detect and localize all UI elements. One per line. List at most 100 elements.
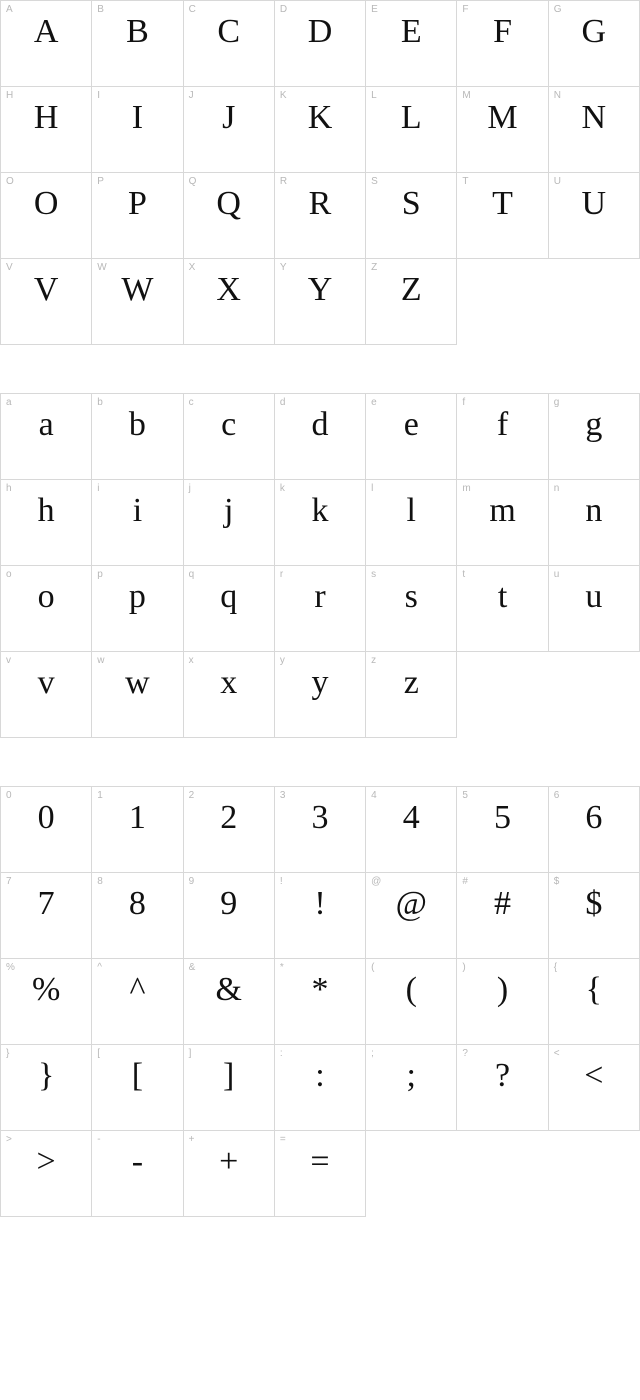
glyph-cell-label: F bbox=[462, 5, 468, 15]
glyph-cell-label: 6 bbox=[554, 791, 560, 801]
glyph-cell: AA bbox=[1, 1, 92, 87]
glyph-cell: %% bbox=[1, 959, 92, 1045]
glyph-cell-glyph: o bbox=[38, 580, 55, 614]
glyph-cell-glyph: ; bbox=[407, 1059, 416, 1093]
glyph-cell-glyph: ? bbox=[495, 1059, 510, 1093]
glyph-cell-glyph: < bbox=[584, 1059, 603, 1093]
glyph-cell-glyph: X bbox=[216, 273, 241, 307]
glyph-cell: SS bbox=[366, 173, 457, 259]
glyph-cell-glyph: Y bbox=[308, 273, 333, 307]
glyph-cell-label: $ bbox=[554, 877, 560, 887]
glyph-cell-glyph: N bbox=[582, 101, 607, 135]
glyph-section-lowercase: aabbccddeeffgghhiijjkkllmmnnooppqqrrsstt… bbox=[0, 393, 640, 738]
glyph-cell-label: > bbox=[6, 1135, 12, 1145]
glyph-cell-glyph: { bbox=[586, 973, 602, 1007]
glyph-cell-label: & bbox=[189, 963, 196, 973]
glyph-cell-glyph: n bbox=[585, 494, 602, 528]
glyph-cell: QQ bbox=[184, 173, 275, 259]
glyph-cell: TT bbox=[457, 173, 548, 259]
glyph-cell: hh bbox=[1, 480, 92, 566]
glyph-cell: >> bbox=[1, 1131, 92, 1217]
glyph-cell: 44 bbox=[366, 787, 457, 873]
glyph-cell: jj bbox=[184, 480, 275, 566]
glyph-cell: RR bbox=[275, 173, 366, 259]
glyph-cell-label: P bbox=[97, 177, 104, 187]
glyph-cell-label: M bbox=[462, 91, 470, 101]
glyph-cell-glyph: p bbox=[129, 580, 146, 614]
glyph-cell: UU bbox=[549, 173, 640, 259]
glyph-cell-label: D bbox=[280, 5, 287, 15]
glyph-cell-glyph: G bbox=[582, 15, 607, 49]
glyph-cell: cc bbox=[184, 394, 275, 480]
glyph-cell-label: v bbox=[6, 656, 11, 666]
glyph-cell-glyph: I bbox=[132, 101, 143, 135]
glyph-cell-label: p bbox=[97, 570, 103, 580]
glyph-cell-label: L bbox=[371, 91, 377, 101]
glyph-cell-label: H bbox=[6, 91, 13, 101]
glyph-cell-glyph: 0 bbox=[38, 801, 55, 835]
glyph-cell: {{ bbox=[549, 959, 640, 1045]
glyph-cell-glyph: O bbox=[34, 187, 59, 221]
glyph-cell: nn bbox=[549, 480, 640, 566]
glyph-cell: yy bbox=[275, 652, 366, 738]
glyph-cell-label: O bbox=[6, 177, 14, 187]
glyph-cell-label: Y bbox=[280, 263, 287, 273]
glyph-cell-label: g bbox=[554, 398, 560, 408]
glyph-cell-glyph: R bbox=[309, 187, 332, 221]
glyph-cell-label: ; bbox=[371, 1049, 374, 1059]
glyph-cell: 11 bbox=[92, 787, 183, 873]
glyph-cell-glyph: K bbox=[308, 101, 333, 135]
glyph-cell-label: S bbox=[371, 177, 378, 187]
glyph-cell: @@ bbox=[366, 873, 457, 959]
glyph-cell-glyph: u bbox=[585, 580, 602, 614]
glyph-cell: gg bbox=[549, 394, 640, 480]
glyph-cell-glyph: M bbox=[487, 101, 517, 135]
glyph-cell: ee bbox=[366, 394, 457, 480]
glyph-cell: 99 bbox=[184, 873, 275, 959]
glyph-cell-glyph: 8 bbox=[129, 887, 146, 921]
glyph-cell-label: 7 bbox=[6, 877, 12, 887]
glyph-cell: !! bbox=[275, 873, 366, 959]
glyph-cell-label: d bbox=[280, 398, 286, 408]
glyph-cell-label: c bbox=[189, 398, 194, 408]
glyph-cell-label: B bbox=[97, 5, 104, 15]
glyph-cell-label: w bbox=[97, 656, 104, 666]
glyph-cell: bb bbox=[92, 394, 183, 480]
glyph-cell-label: } bbox=[6, 1049, 9, 1059]
glyph-cell-label: % bbox=[6, 963, 15, 973]
glyph-cell-glyph: T bbox=[492, 187, 513, 221]
glyph-cell-glyph: & bbox=[215, 973, 241, 1007]
glyph-cell-label: I bbox=[97, 91, 100, 101]
glyph-cell: ?? bbox=[457, 1045, 548, 1131]
glyph-cell-glyph: e bbox=[404, 408, 419, 442]
glyph-cell-glyph: 4 bbox=[403, 801, 420, 835]
glyph-cell-label: < bbox=[554, 1049, 560, 1059]
glyph-cell-glyph: @ bbox=[396, 887, 427, 921]
glyph-cell-glyph: # bbox=[494, 887, 511, 921]
glyph-cell-label: 5 bbox=[462, 791, 468, 801]
glyph-cell: MM bbox=[457, 87, 548, 173]
glyph-cell-glyph: b bbox=[129, 408, 146, 442]
glyph-cell-label: 2 bbox=[189, 791, 195, 801]
glyph-cell-glyph: k bbox=[311, 494, 328, 528]
glyph-cell-glyph: W bbox=[121, 273, 153, 307]
glyph-cell-label: 4 bbox=[371, 791, 377, 801]
glyph-specimen-root: AABBCCDDEEFFGGHHIIJJKKLLMMNNOOPPQQRRSSTT… bbox=[0, 0, 640, 1217]
glyph-cell-label: ! bbox=[280, 877, 283, 887]
glyph-cell: FF bbox=[457, 1, 548, 87]
glyph-cell-glyph: ] bbox=[223, 1059, 234, 1093]
glyph-cell: )) bbox=[457, 959, 548, 1045]
glyph-cell-label: t bbox=[462, 570, 465, 580]
glyph-cell-glyph: r bbox=[314, 580, 325, 614]
glyph-cell: GG bbox=[549, 1, 640, 87]
glyph-cell-label: f bbox=[462, 398, 465, 408]
glyph-cell-label: J bbox=[189, 91, 194, 101]
glyph-cell: ## bbox=[457, 873, 548, 959]
glyph-cell-glyph: - bbox=[132, 1145, 143, 1179]
glyph-cell-glyph: 3 bbox=[311, 801, 328, 835]
glyph-cell: [[ bbox=[92, 1045, 183, 1131]
glyph-cell-glyph: s bbox=[405, 580, 418, 614]
glyph-cell-glyph: ^ bbox=[129, 973, 145, 1007]
glyph-cell-glyph: 7 bbox=[38, 887, 55, 921]
glyph-cell: WW bbox=[92, 259, 183, 345]
